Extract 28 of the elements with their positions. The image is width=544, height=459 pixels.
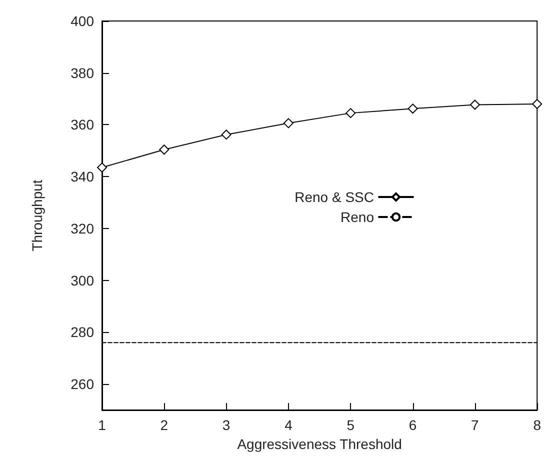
- y-tick-label: 400: [70, 13, 94, 29]
- point: [470, 100, 480, 110]
- y-tick-label: 340: [70, 168, 94, 185]
- y-tick-label: 300: [70, 272, 94, 288]
- x-tick-label: 4: [284, 417, 293, 433]
- x-tick-label: 6: [408, 417, 417, 433]
- x-tick-label: 1: [98, 417, 106, 433]
- point: [532, 98, 542, 109]
- point: [346, 108, 356, 118]
- legend-label: Reno & SSC: [294, 189, 374, 205]
- x-tick-label: 2: [160, 417, 168, 433]
- x-tick-label: 7: [471, 417, 480, 433]
- x-tick-label: 3: [222, 417, 230, 433]
- point: [159, 144, 170, 155]
- y-tick-label: 280: [70, 324, 94, 340]
- x-tick-label: 8: [533, 417, 542, 433]
- y-axis-title: Throughput: [29, 180, 45, 252]
- y-tick-label: 380: [70, 64, 94, 81]
- y-tick-label: 360: [70, 116, 94, 133]
- point: [283, 118, 294, 128]
- point: [408, 104, 418, 114]
- x-tick-label: 5: [346, 417, 355, 433]
- x-axis-title: Aggressiveness Threshold: [237, 436, 402, 452]
- y-tick-label: 320: [70, 220, 94, 236]
- legend-label: Reno: [340, 209, 374, 225]
- y-tick-label: 260: [70, 376, 94, 392]
- point: [221, 130, 232, 140]
- point: [97, 162, 107, 173]
